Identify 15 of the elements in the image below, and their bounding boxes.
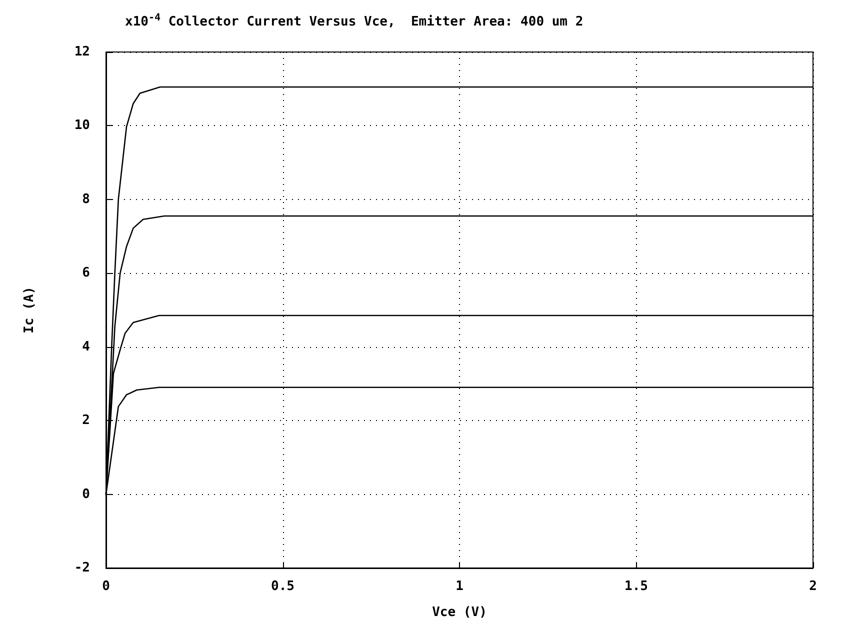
y-tick-label: 0 — [82, 486, 90, 502]
x-tick-label: 1.5 — [624, 579, 648, 594]
y-tick-label: 2 — [82, 413, 90, 428]
x-tick-label: 0 — [102, 579, 110, 594]
x-axis-title: Vce (V) — [432, 605, 487, 620]
y-tick-label: -2 — [74, 560, 90, 576]
x-tick-label: 0.5 — [271, 579, 294, 594]
y-axis-title: Ic (A) — [22, 286, 37, 334]
y-tick-label: 6 — [82, 266, 90, 281]
y-tick-label: 4 — [82, 339, 90, 354]
y-tick-label: 10 — [74, 118, 90, 134]
x-tick-label: 2 — [809, 579, 817, 594]
y-tick-label: 12 — [74, 44, 90, 60]
y-tick-label: 8 — [82, 192, 90, 207]
x-tick-label: 1 — [456, 579, 464, 594]
